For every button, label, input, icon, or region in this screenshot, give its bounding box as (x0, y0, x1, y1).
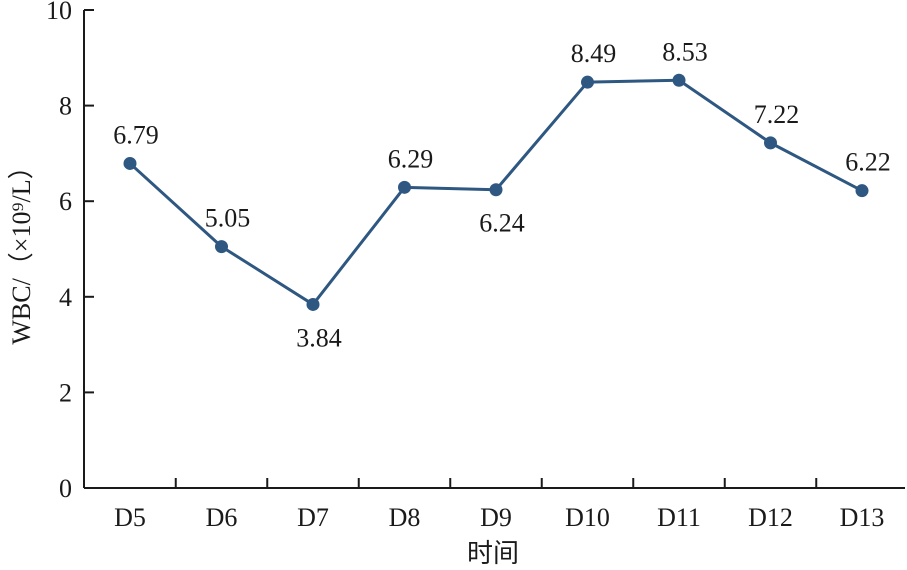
x-tick-label: D12 (748, 503, 793, 532)
y-tick-label: 6 (59, 187, 72, 216)
data-label: 3.84 (296, 323, 342, 352)
data-point (398, 180, 411, 194)
y-tick-label: 8 (59, 92, 72, 121)
data-label: 7.22 (754, 100, 800, 129)
x-tick-label: D10 (565, 503, 610, 532)
data-label: 8.53 (662, 37, 708, 66)
x-tick-label: D7 (297, 503, 329, 532)
data-point (306, 297, 320, 311)
x-tick-label: D11 (657, 503, 701, 532)
x-tick-label: D13 (840, 503, 885, 532)
x-tick-label: D5 (114, 503, 146, 532)
y-tick-label: 2 (59, 378, 72, 407)
y-tick-label: 10 (46, 0, 72, 25)
x-tick-label: D9 (480, 503, 512, 532)
y-ticks: 0 2 4 6 8 10 (46, 0, 94, 503)
data-label: 6.29 (388, 144, 434, 173)
x-ticks: D5 D6 D7 D8 D9 D10 D11 D12 D13 (114, 478, 884, 532)
series: 6.79 5.05 3.84 6.29 6.24 8.49 8.53 7.22 6.22 (113, 37, 891, 352)
data-label: 8.49 (571, 39, 617, 68)
y-axis-title: WBC/（×10⁹/L） (7, 153, 36, 344)
y-tick-label: 0 (59, 474, 72, 503)
axes (83, 10, 905, 489)
data-label: 6.24 (479, 209, 525, 238)
data-label: 5.05 (205, 204, 251, 233)
data-point (123, 156, 137, 170)
x-axis-title: 时间 (467, 539, 519, 568)
x-tick-label: D6 (206, 503, 238, 532)
data-label: 6.79 (113, 120, 159, 149)
data-point (489, 183, 503, 197)
data-point (672, 73, 686, 87)
data-label: 6.22 (845, 148, 891, 177)
data-point (581, 75, 594, 89)
data-point (855, 184, 869, 198)
data-point (764, 136, 777, 150)
x-tick-label: D8 (389, 503, 421, 532)
data-point (215, 240, 228, 254)
y-tick-label: 4 (59, 283, 72, 312)
